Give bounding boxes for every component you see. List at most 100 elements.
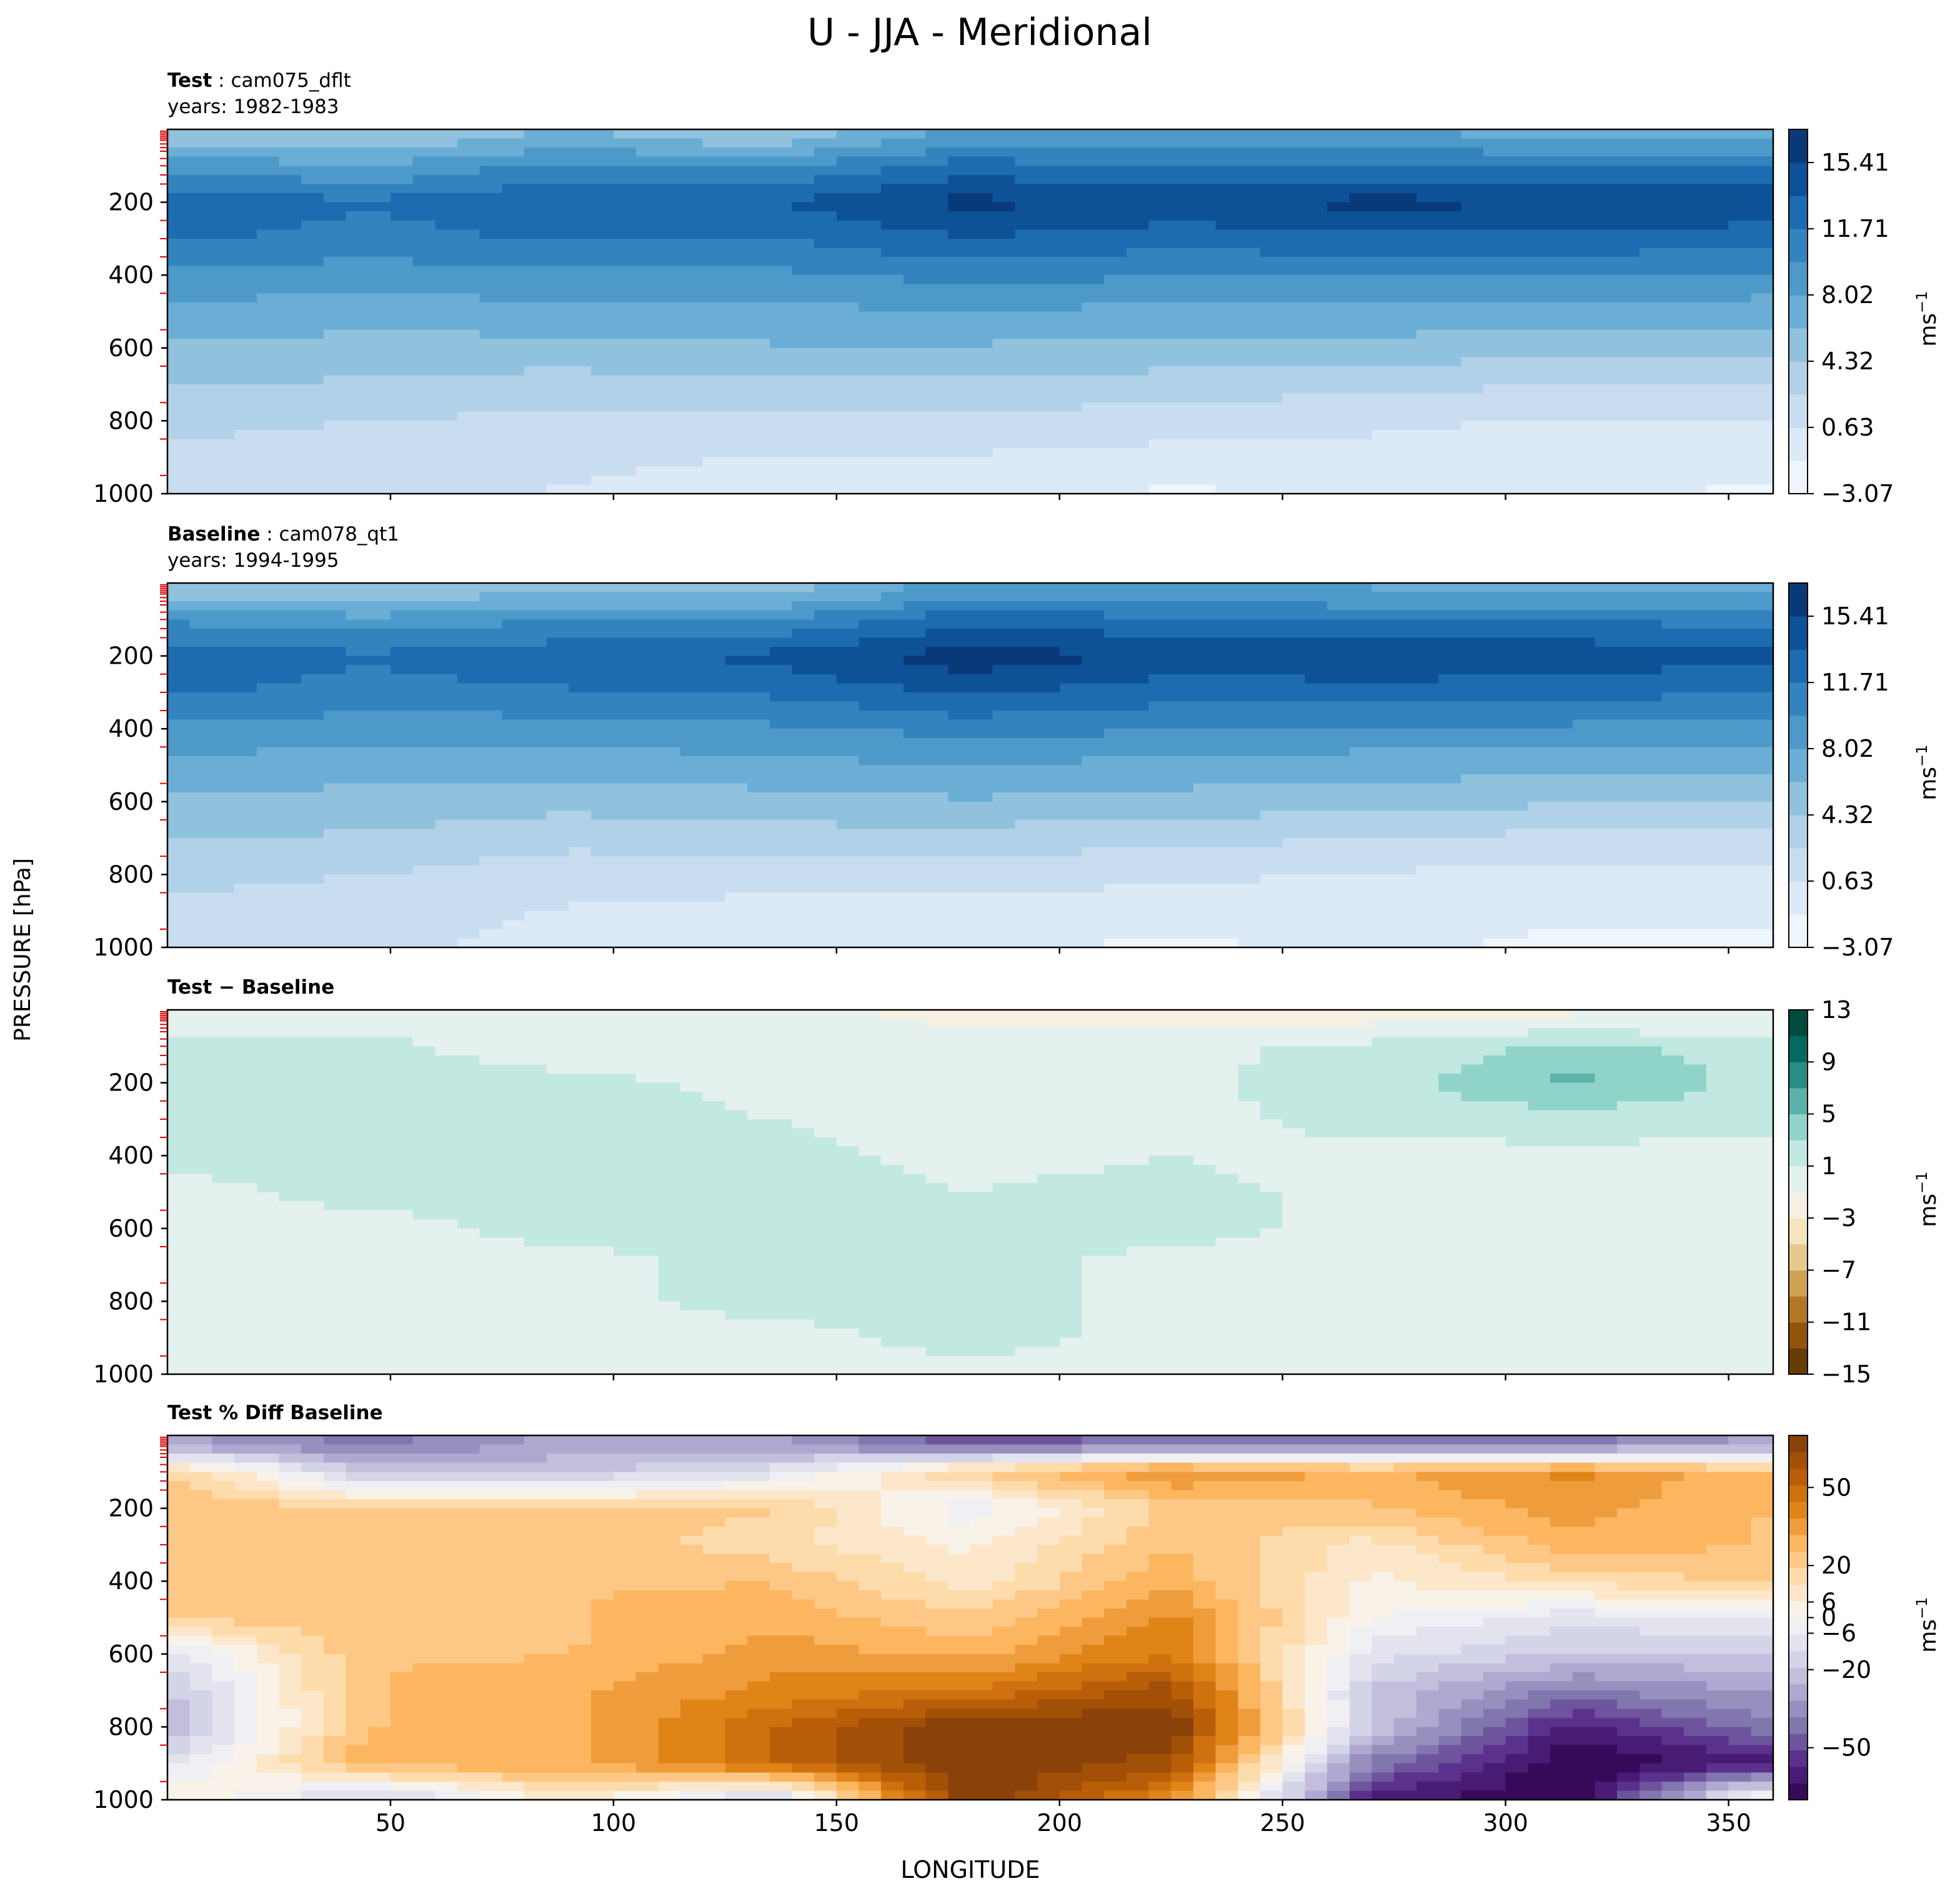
heatmap-cell — [1416, 692, 1440, 702]
heatmap-cell — [524, 220, 547, 231]
heatmap-cell — [412, 656, 436, 666]
heatmap-cell — [234, 592, 257, 602]
heatmap-cell — [1015, 193, 1038, 203]
heatmap-cell — [881, 637, 904, 647]
heatmap-cell — [992, 801, 1016, 812]
heatmap-cell — [1661, 147, 1685, 157]
heatmap-cell — [1059, 628, 1083, 639]
heatmap-cell — [279, 147, 302, 157]
heatmap-cell — [635, 184, 659, 194]
heatmap-cell — [1059, 347, 1083, 358]
heatmap-cell — [546, 628, 570, 639]
heatmap-cell — [814, 229, 837, 239]
heatmap-cell — [1238, 402, 1261, 412]
heatmap-cell — [1193, 393, 1216, 404]
heatmap-cell — [1461, 583, 1484, 593]
heatmap-cell — [1327, 801, 1350, 812]
heatmap-cell — [948, 339, 971, 349]
heatmap-cell — [1661, 421, 1685, 431]
heatmap-cell — [1037, 439, 1060, 449]
heatmap-cell — [1015, 238, 1038, 249]
heatmap-cell — [1148, 402, 1172, 412]
heatmap-cell — [702, 384, 726, 394]
heatmap-cell — [1015, 774, 1038, 784]
heatmap-cell — [1327, 783, 1350, 794]
heatmap-cell — [948, 211, 971, 221]
heatmap-cell — [256, 284, 280, 294]
heatmap-cell — [613, 339, 637, 349]
heatmap-cell — [1349, 229, 1373, 239]
heatmap-cell — [1416, 247, 1440, 257]
heatmap-cell — [858, 357, 882, 367]
heatmap-cell — [1349, 202, 1373, 212]
heatmap-cell — [1327, 756, 1350, 766]
heatmap-cell — [1684, 375, 1707, 385]
heatmap-cell — [769, 765, 793, 775]
heatmap-cell — [1483, 229, 1506, 239]
heatmap-cell — [1416, 147, 1440, 157]
heatmap-cell — [613, 747, 637, 757]
heatmap-cell — [591, 402, 614, 412]
heatmap-cell — [1082, 393, 1105, 404]
heatmap-cell — [925, 774, 949, 784]
heatmap-cell — [1639, 475, 1663, 486]
heatmap-cell — [479, 801, 503, 812]
heatmap-cell — [323, 756, 347, 766]
heatmap-cell — [368, 393, 391, 404]
heatmap-cell — [680, 266, 704, 276]
heatmap-cell — [1260, 674, 1283, 684]
heatmap-cell — [1528, 701, 1551, 711]
heatmap-cell — [1193, 366, 1216, 376]
heatmap-cell — [725, 475, 748, 486]
heatmap-cell — [569, 339, 592, 349]
heatmap-cell — [814, 129, 837, 139]
heatmap-cell — [368, 838, 391, 848]
heatmap-cell — [1617, 819, 1640, 830]
heatmap-cell — [1282, 601, 1306, 611]
heatmap-cell — [1171, 829, 1194, 839]
heatmap-cell — [1728, 656, 1752, 666]
heatmap-cell — [635, 583, 659, 593]
heatmap-cell — [502, 357, 525, 367]
heatmap-cell — [613, 220, 637, 231]
heatmap-cell — [792, 220, 815, 231]
heatmap-cell — [1550, 656, 1573, 666]
heatmap-cell — [1193, 229, 1216, 239]
heatmap-cell — [1171, 429, 1194, 440]
heatmap-cell — [1550, 174, 1573, 185]
heatmap-cell — [1015, 610, 1038, 621]
heatmap-cell — [702, 266, 726, 276]
heatmap-cell — [368, 628, 391, 639]
heatmap-cell — [747, 357, 770, 367]
heatmap-cell — [457, 838, 480, 848]
heatmap-cell — [1684, 448, 1707, 458]
heatmap-cell — [903, 211, 927, 221]
heatmap-cell — [881, 674, 904, 684]
heatmap-cell — [502, 811, 525, 821]
heatmap-cell — [948, 238, 971, 249]
heatmap-cell — [569, 583, 592, 593]
heatmap-cell — [1371, 747, 1395, 757]
heatmap-cell — [1639, 656, 1663, 666]
heatmap-cell — [792, 174, 815, 185]
heatmap-cell — [1349, 184, 1373, 194]
heatmap-cell — [1483, 411, 1506, 422]
heatmap-cell — [1171, 583, 1194, 593]
heatmap-cell — [1171, 293, 1194, 303]
heatmap-cell — [1528, 665, 1551, 675]
heatmap-cell — [1483, 811, 1506, 821]
heatmap-cell — [1260, 275, 1283, 285]
heatmap-cell — [1349, 347, 1373, 358]
heatmap-cell — [970, 129, 993, 139]
heatmap-cell — [1015, 819, 1038, 830]
heatmap-cell — [1282, 238, 1306, 249]
heatmap-cell — [591, 610, 614, 621]
heatmap-cell — [725, 701, 748, 711]
heatmap-cell — [1260, 747, 1283, 757]
heatmap-cell — [1193, 339, 1216, 349]
heatmap-cell — [948, 737, 971, 748]
heatmap-cell — [1126, 329, 1150, 340]
heatmap-cell — [368, 321, 391, 331]
heatmap-cell — [1438, 384, 1462, 394]
heatmap-cell — [1572, 592, 1596, 602]
